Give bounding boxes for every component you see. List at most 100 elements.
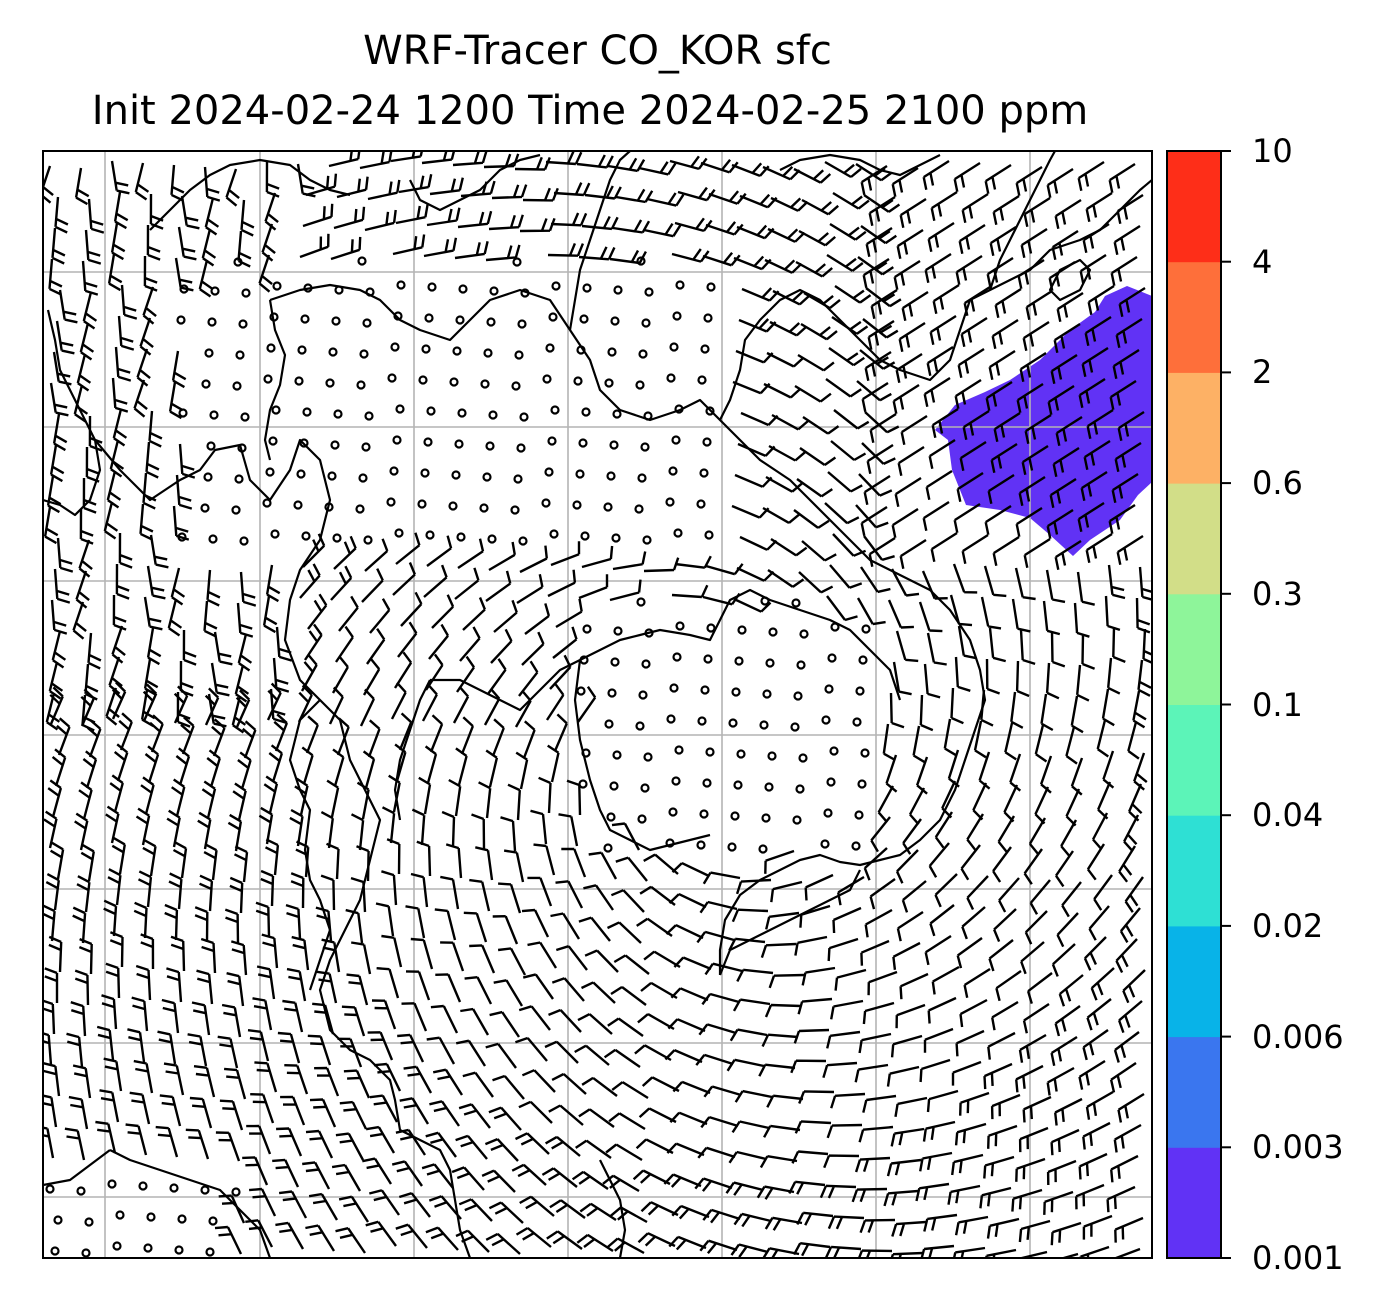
calm-wind-marker <box>573 376 583 386</box>
wind-barb <box>668 893 707 909</box>
wind-barb <box>924 252 952 284</box>
wind-barb <box>194 906 209 943</box>
wind-barb <box>1088 905 1110 941</box>
wind-barb <box>330 236 362 261</box>
calm-wind-marker <box>241 288 251 298</box>
wind-barb <box>894 476 922 508</box>
wind-barb <box>305 715 319 754</box>
colorbar-tick-label: 0.1 <box>1252 685 1303 724</box>
wind-barb <box>485 570 512 602</box>
calm-wind-marker <box>737 625 747 635</box>
wind-barb <box>170 567 186 606</box>
wind-barb <box>1040 693 1054 732</box>
calm-wind-marker <box>390 342 400 352</box>
wind-barb <box>48 935 63 973</box>
wind-barb <box>395 532 421 565</box>
wind-barb <box>833 409 870 430</box>
wind-barb <box>793 1028 830 1044</box>
calm-wind-marker <box>854 810 864 820</box>
calm-wind-marker <box>332 533 342 543</box>
wind-barb <box>455 1039 487 1067</box>
wind-barb <box>225 168 240 207</box>
calm-wind-marker <box>674 745 684 755</box>
calm-wind-marker <box>396 280 406 290</box>
calm-wind-marker <box>427 282 437 292</box>
wind-barb <box>275 626 293 662</box>
calm-wind-marker <box>861 624 871 634</box>
calm-wind-marker <box>610 657 620 667</box>
calm-wind-marker <box>448 501 458 511</box>
wind-barb <box>1075 1183 1105 1210</box>
wind-barb <box>142 838 157 877</box>
wind-barb <box>869 412 897 444</box>
wind-barb <box>237 751 252 790</box>
wind-barb <box>314 1066 340 1097</box>
wind-barb <box>547 242 585 257</box>
wind-barb <box>578 246 616 261</box>
wind-barb <box>343 1069 371 1099</box>
calm-wind-marker <box>237 443 247 453</box>
wind-barb <box>78 937 93 975</box>
calm-wind-marker <box>604 719 614 729</box>
wind-barb <box>896 228 924 260</box>
wind-barb <box>305 1224 336 1252</box>
calm-wind-marker <box>579 655 589 665</box>
calm-wind-marker <box>613 285 623 295</box>
calm-wind-marker <box>424 313 434 323</box>
wind-barb <box>72 601 87 640</box>
wind-barb <box>500 816 517 852</box>
wind-barb <box>431 594 455 629</box>
wind-barb <box>1025 289 1053 321</box>
wind-barb <box>1015 1064 1044 1093</box>
wind-barb <box>1060 819 1078 857</box>
wind-barb <box>214 1225 243 1255</box>
wind-barb <box>889 692 905 729</box>
wind-barb <box>43 1061 61 1097</box>
calm-wind-marker <box>607 347 617 357</box>
colorbar-band <box>1167 151 1221 263</box>
wind-barb <box>114 346 132 382</box>
wind-barb <box>143 658 159 697</box>
calm-wind-marker <box>423 437 433 447</box>
calm-wind-marker <box>239 536 249 546</box>
colorbar-band <box>1167 925 1221 1038</box>
calm-wind-marker <box>703 313 713 323</box>
wind-barb <box>995 970 1022 1002</box>
wind-barb <box>245 1219 274 1248</box>
calm-wind-marker <box>702 778 712 788</box>
wind-barb <box>452 685 470 724</box>
wind-barb <box>527 876 553 907</box>
wind-barb <box>388 774 401 813</box>
wind-barb <box>1045 662 1060 700</box>
wind-barb <box>350 813 365 851</box>
wind-barb <box>1115 317 1143 349</box>
wind-barb <box>547 744 560 783</box>
calm-wind-marker <box>417 499 427 509</box>
calm-wind-marker <box>609 781 619 791</box>
wind-barb <box>763 1124 801 1138</box>
wind-barb <box>1124 876 1144 913</box>
wind-barb <box>580 981 616 1004</box>
wind-barb <box>397 621 418 658</box>
wind-barb <box>800 322 838 341</box>
wind-barb <box>1110 255 1138 287</box>
wind-barb <box>266 682 282 721</box>
wind-barb <box>492 1074 525 1100</box>
wind-barb <box>1086 998 1112 1031</box>
wind-barb <box>320 874 336 911</box>
wind-barb <box>507 783 521 821</box>
wind-barb <box>1085 532 1113 564</box>
wind-barb <box>802 416 840 435</box>
wind-barb <box>767 569 805 588</box>
wind-barb <box>277 1031 301 1064</box>
wind-barb <box>217 1035 239 1069</box>
wind-barb <box>423 237 458 258</box>
wind-barb <box>66 1032 84 1068</box>
wind-barb <box>248 1187 277 1217</box>
wind-barb <box>694 1177 733 1192</box>
wind-barb <box>863 194 901 213</box>
wind-barb <box>333 535 357 570</box>
wind-barb <box>48 661 64 700</box>
wind-barb <box>1112 348 1140 380</box>
wind-barb <box>581 1076 618 1097</box>
